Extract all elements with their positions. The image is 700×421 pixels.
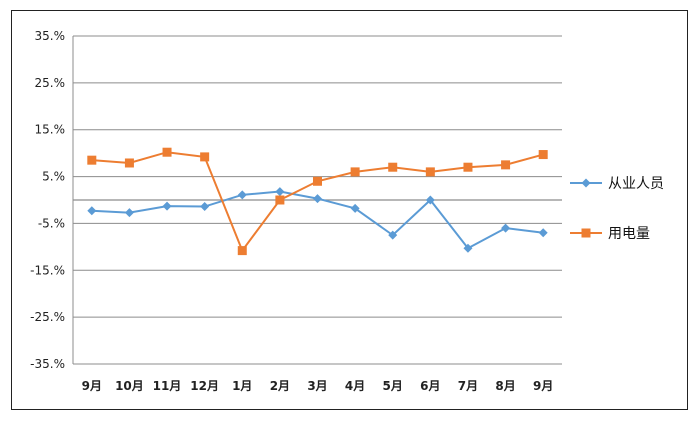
legend-marker-diamond: [581, 178, 591, 188]
y-tick-label: -15.%: [30, 263, 65, 277]
x-tick-label: 9月: [82, 379, 102, 393]
data-point-diamond: [425, 195, 435, 205]
y-tick-label: -25.%: [30, 310, 65, 324]
data-point-diamond: [350, 203, 360, 213]
x-tick-label: 12月: [190, 379, 219, 393]
data-point-square: [275, 195, 285, 205]
x-tick-label: 5月: [383, 379, 403, 393]
data-point-square: [124, 158, 134, 168]
legend-label: 用电量: [608, 226, 650, 242]
x-tick-label: 11月: [153, 379, 182, 393]
x-tick-label: 2月: [270, 379, 290, 393]
data-point-diamond: [237, 190, 247, 200]
legend-marker-square: [581, 228, 591, 238]
data-point-square: [388, 162, 398, 172]
data-point-diamond: [388, 230, 398, 240]
y-tick-label: 35.%: [35, 29, 66, 43]
data-point-square: [313, 176, 322, 186]
x-tick-label: 1月: [232, 379, 252, 393]
data-point-diamond: [313, 194, 322, 204]
data-point-diamond: [87, 206, 97, 216]
y-tick-label: 25.%: [35, 76, 66, 90]
x-tick-label: 9月: [533, 379, 553, 393]
data-point-square: [538, 150, 548, 160]
y-tick-label: 15.%: [35, 123, 66, 137]
data-point-square: [237, 246, 247, 256]
chart-frame: [11, 10, 688, 410]
x-tick-label: 10月: [115, 379, 144, 393]
data-point-square: [463, 162, 473, 172]
data-point-diamond: [124, 208, 134, 218]
legend-label: 从业人员: [608, 176, 664, 192]
x-tick-label: 3月: [307, 379, 327, 393]
data-point-square: [501, 160, 511, 170]
data-point-diamond: [538, 228, 548, 238]
y-tick-label: 5.%: [42, 170, 65, 184]
data-point-square: [200, 152, 210, 162]
data-point-diamond: [501, 223, 511, 233]
data-point-square: [87, 155, 97, 165]
data-point-diamond: [463, 243, 473, 253]
data-point-diamond: [200, 202, 210, 212]
data-point-diamond: [275, 187, 285, 197]
data-point-diamond: [162, 201, 172, 211]
data-point-square: [425, 167, 435, 177]
x-tick-label: 8月: [495, 379, 515, 393]
y-tick-label: -5.%: [38, 216, 65, 230]
x-tick-label: 6月: [420, 379, 440, 393]
y-tick-label: -35.%: [30, 357, 65, 371]
x-tick-label: 7月: [458, 379, 478, 393]
data-point-square: [350, 167, 360, 177]
x-tick-label: 4月: [345, 379, 365, 393]
data-point-square: [162, 147, 172, 157]
